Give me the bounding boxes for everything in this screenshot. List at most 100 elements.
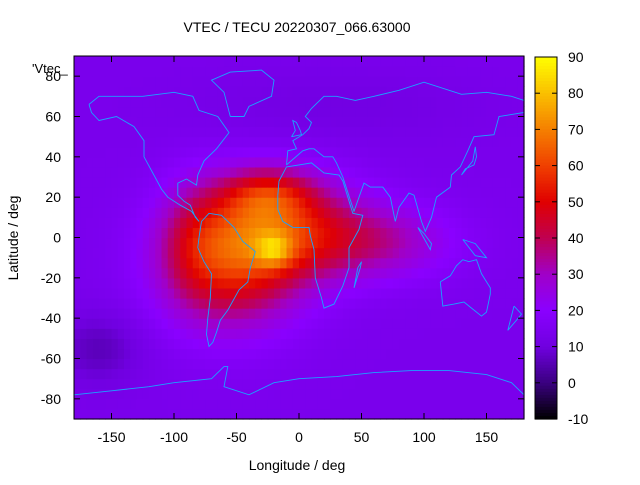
heatmap-cell [99,106,106,118]
heatmap-cell [124,166,131,178]
heatmap-cell [80,116,88,128]
heatmap-cell [236,237,244,249]
heatmap-cell [399,378,406,390]
colorbar-segment [535,328,557,333]
heatmap-cell [286,237,294,249]
heatmap-cell [267,257,275,269]
heatmap-cell [199,197,206,208]
heatmap-cell [117,187,125,198]
heatmap-cell [224,86,231,97]
colorbar-segment [535,322,557,327]
heatmap-cell [199,66,206,77]
heatmap-cell [130,308,138,319]
heatmap-cell [380,308,388,319]
heatmap-cell [192,298,200,309]
heatmap-cell [92,197,100,208]
heatmap-cell [411,318,419,329]
heatmap-cell [461,187,469,198]
heatmap-cell [317,318,325,329]
heatmap-cell [242,116,250,128]
heatmap-cell [274,398,281,410]
heatmap-cell [392,267,400,279]
heatmap-cell [480,308,488,319]
heatmap-cell [305,156,313,168]
heatmap-cell [74,177,81,188]
heatmap-cell [167,388,175,400]
heatmap-cell [505,257,513,269]
heatmap-cell [461,318,469,329]
heatmap-cell [286,308,294,319]
heatmap-cell [242,156,250,168]
heatmap-cell [336,96,344,108]
heatmap-cell [105,146,113,158]
heatmap-cell [105,207,113,218]
heatmap-cell [367,308,375,319]
heatmap-cell [242,237,250,249]
heatmap-cell [361,408,369,420]
heatmap-cell [255,368,263,380]
heatmap-cell [361,76,369,87]
heatmap-cell [392,207,400,218]
heatmap-cell [330,126,338,138]
heatmap-cell [367,328,375,339]
heatmap-cell [80,207,88,218]
heatmap-cell [467,257,475,269]
heatmap-cell [105,116,113,128]
heatmap-cell [405,378,413,390]
heatmap-cell [149,408,156,420]
heatmap-cell [455,116,463,128]
heatmap-cell [336,378,344,390]
heatmap-cell [92,96,100,108]
heatmap-cell [430,56,438,67]
heatmap-cell [211,348,219,360]
heatmap-cell [192,277,200,289]
heatmap-cell [274,287,281,299]
heatmap-cell [192,136,200,148]
heatmap-cell [374,338,381,350]
heatmap-cell [149,277,156,289]
heatmap-cell [417,338,425,350]
heatmap-cell [492,96,500,108]
heatmap-cell [80,348,88,360]
heatmap-cell [155,398,163,410]
heatmap-cell [136,338,144,350]
heatmap-cell [299,388,306,400]
heatmap-cell [105,66,113,77]
heatmap-cell [361,177,369,188]
heatmap-cell [86,106,94,118]
heatmap-cell [242,136,250,148]
heatmap-cell [155,298,163,309]
heatmap-cell [136,398,144,410]
heatmap-cell [461,136,469,148]
colorbar-tick-label: -10 [568,411,588,427]
heatmap-cell [124,267,131,279]
heatmap-cell [186,146,194,158]
colorbar-segment [535,177,557,182]
heatmap-cell [92,227,100,239]
heatmap-cell [386,348,394,360]
heatmap-cell [442,207,450,218]
heatmap-cell [386,237,394,249]
heatmap-cell [217,166,225,178]
heatmap-cell [311,308,319,319]
heatmap-cell [492,237,500,249]
heatmap-cell [492,187,500,198]
heatmap-cell [186,318,194,329]
heatmap-cell [511,308,519,319]
heatmap-cell [186,358,194,370]
colorbar-segment [535,219,557,224]
heatmap-cell [167,318,175,329]
heatmap-cell [349,298,356,309]
heatmap-cell [86,267,94,279]
heatmap-cell [492,398,500,410]
heatmap-cell [292,156,300,168]
heatmap-cell [99,66,106,77]
heatmap-cell [374,197,381,208]
heatmap-cell [155,146,163,158]
heatmap-cell [436,116,444,128]
heatmap-cell [455,136,463,148]
heatmap-cell [180,287,188,299]
heatmap-cell [274,388,281,400]
heatmap-cell [399,388,406,400]
heatmap-cell [280,247,288,259]
